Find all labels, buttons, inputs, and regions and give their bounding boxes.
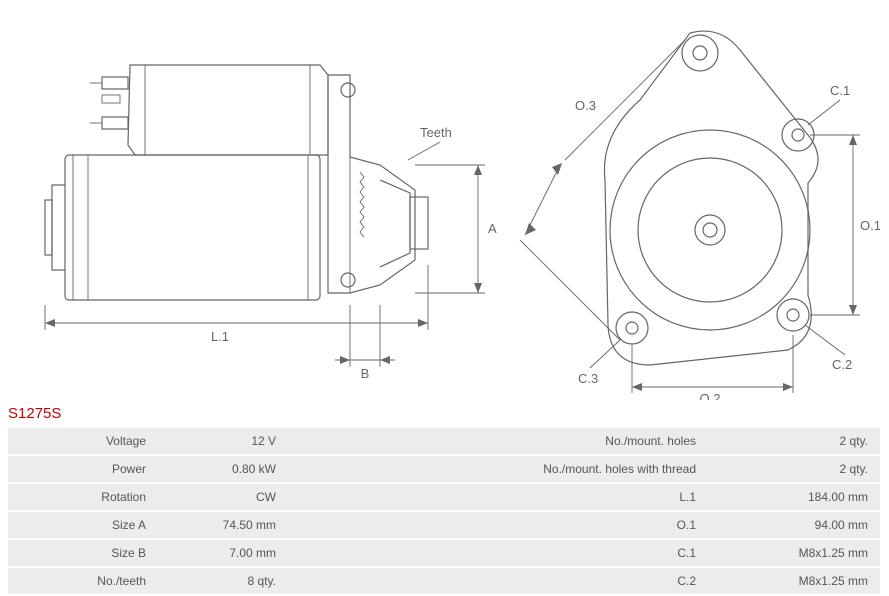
spec-label-right: No./mount. holes with thread xyxy=(288,456,708,482)
table-row: Voltage12 VNo./mount. holes2 qty. xyxy=(8,428,880,454)
spec-label-right: No./mount. holes xyxy=(288,428,708,454)
table-row: No./teeth8 qty.C.2M8x1.25 mm xyxy=(8,568,880,594)
spec-table-body: Voltage12 VNo./mount. holes2 qty.Power0.… xyxy=(8,428,880,594)
spec-label-right: C.1 xyxy=(288,540,708,566)
dim-O3-label: O.3 xyxy=(575,98,596,113)
table-row: Size B7.00 mmC.1M8x1.25 mm xyxy=(8,540,880,566)
dim-B-label: B xyxy=(361,366,370,381)
spec-label-left: Power xyxy=(8,456,158,482)
spec-label-left: Size B xyxy=(8,540,158,566)
spec-value-right: M8x1.25 mm xyxy=(708,568,880,594)
spec-value-left: 8 qty. xyxy=(158,568,288,594)
spec-label-right: L.1 xyxy=(288,484,708,510)
spec-value-left: 12 V xyxy=(158,428,288,454)
dim-C1-label: C.1 xyxy=(830,83,850,98)
spec-value-right: 94.00 mm xyxy=(708,512,880,538)
spec-label-left: Size A xyxy=(8,512,158,538)
teeth-label: Teeth xyxy=(420,125,452,140)
spec-value-left: 0.80 kW xyxy=(158,456,288,482)
spec-value-right: 2 qty. xyxy=(708,428,880,454)
starter-front-view-diagram: O.3 O.1 O.2 C.1 C.2 C.3 xyxy=(510,5,880,400)
spec-value-left: CW xyxy=(158,484,288,510)
spec-label-left: Rotation xyxy=(8,484,158,510)
dim-O2-label: O.2 xyxy=(700,391,721,400)
spec-value-left: 74.50 mm xyxy=(158,512,288,538)
diagrams-container: A Teeth L.1 B xyxy=(0,0,889,400)
spec-value-right: 184.00 mm xyxy=(708,484,880,510)
spec-value-right: 2 qty. xyxy=(708,456,880,482)
table-row: RotationCWL.1184.00 mm xyxy=(8,484,880,510)
dim-O1-label: O.1 xyxy=(860,218,880,233)
table-row: Size A74.50 mmO.194.00 mm xyxy=(8,512,880,538)
table-row: Power0.80 kWNo./mount. holes with thread… xyxy=(8,456,880,482)
dim-C3-label: C.3 xyxy=(578,371,598,386)
dim-L1-label: L.1 xyxy=(211,329,229,344)
starter-side-view-diagram: A Teeth L.1 B xyxy=(10,5,500,395)
spec-value-right: M8x1.25 mm xyxy=(708,540,880,566)
spec-label-right: O.1 xyxy=(288,512,708,538)
spec-label-right: C.2 xyxy=(288,568,708,594)
spec-table: Voltage12 VNo./mount. holes2 qty.Power0.… xyxy=(8,426,880,596)
dim-C2-label: C.2 xyxy=(832,357,852,372)
spec-label-left: Voltage xyxy=(8,428,158,454)
spec-label-left: No./teeth xyxy=(8,568,158,594)
part-number: S1275S xyxy=(8,405,61,422)
dim-A-label: A xyxy=(488,221,497,236)
spec-value-left: 7.00 mm xyxy=(158,540,288,566)
